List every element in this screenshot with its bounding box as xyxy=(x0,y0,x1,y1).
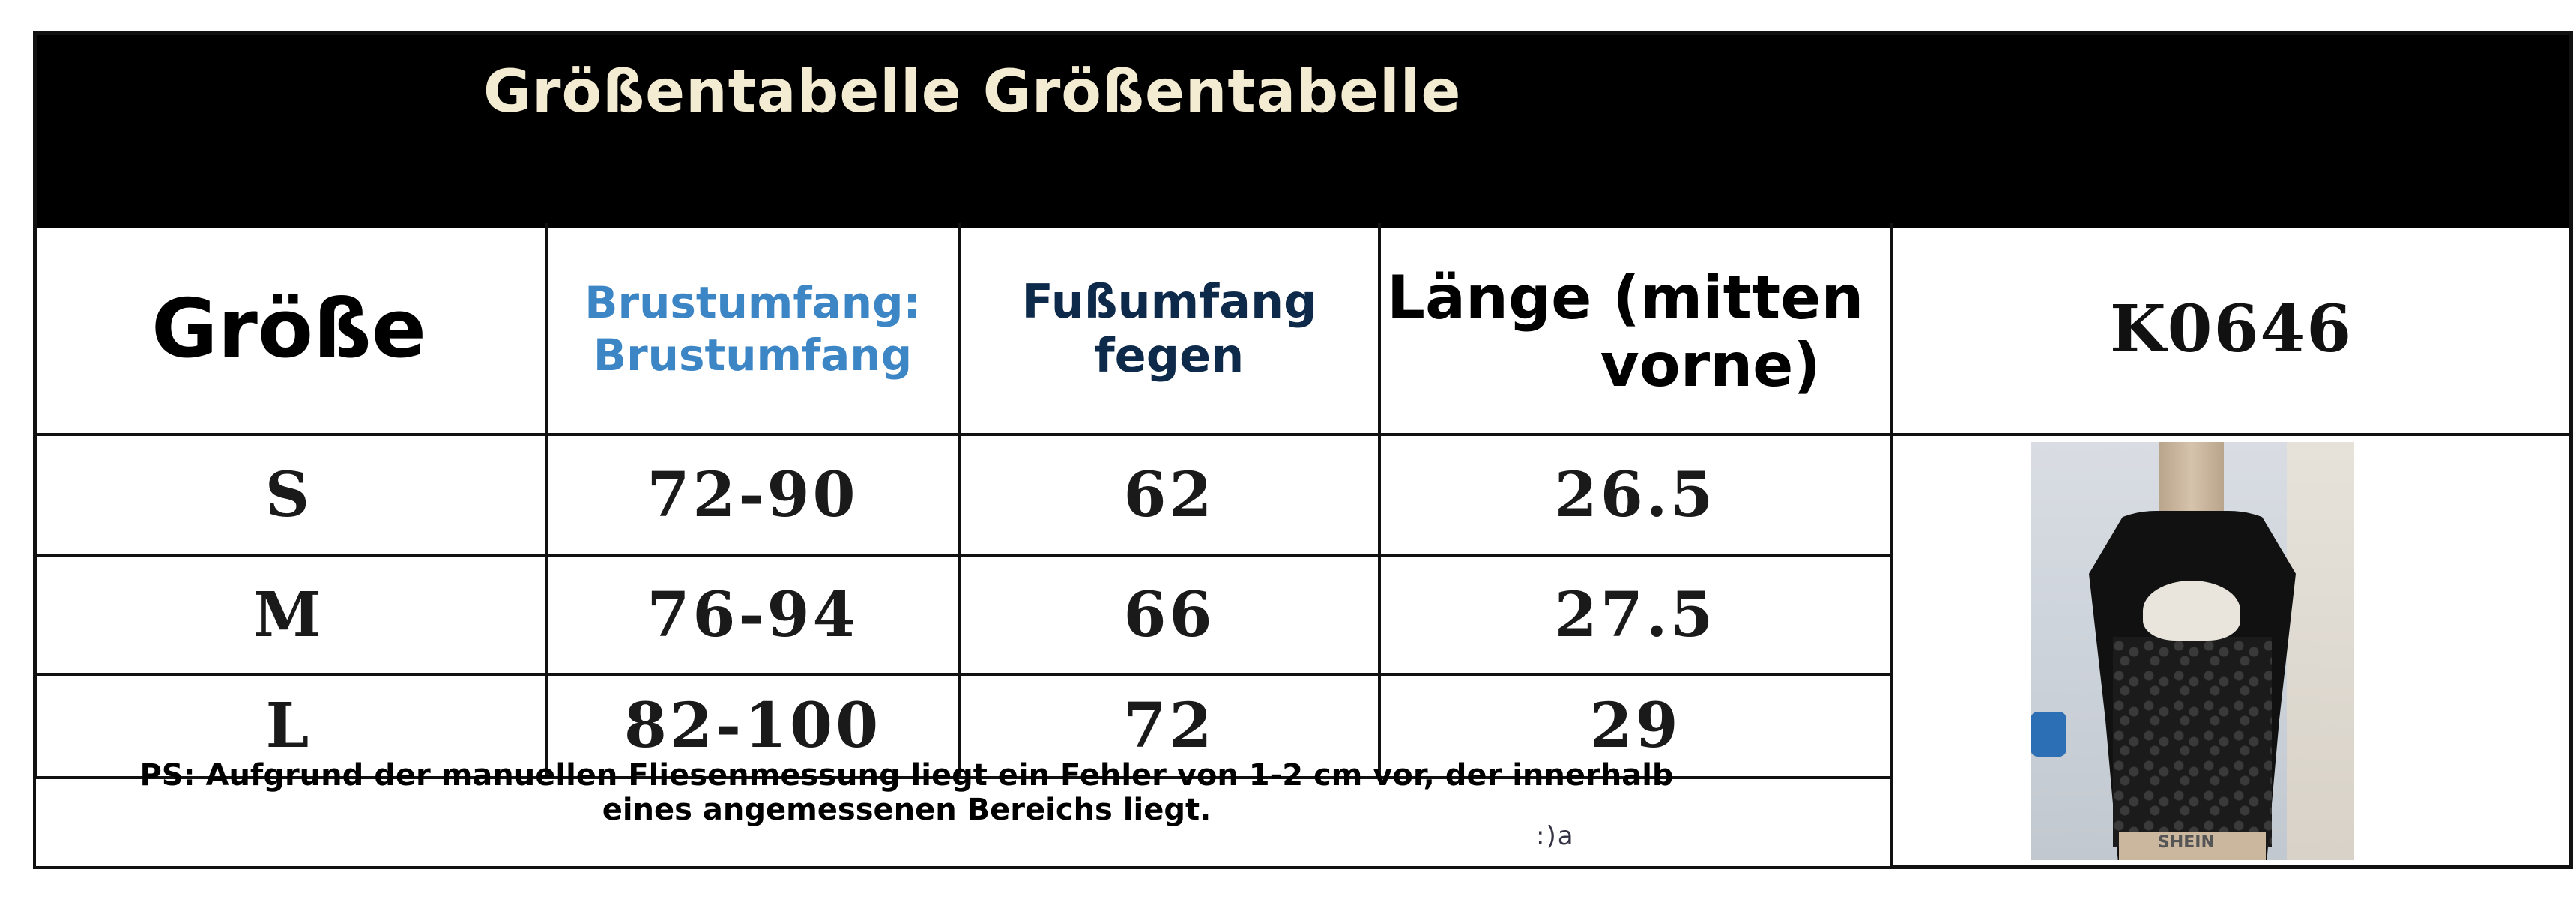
header-hem-line2: fegen xyxy=(1094,328,1245,383)
grid-line xyxy=(1378,223,1381,869)
product-photo: SHEIN xyxy=(2031,442,2354,860)
stray-mark: :)a xyxy=(1536,821,1575,851)
grid-line xyxy=(33,433,1891,436)
note-row xyxy=(36,779,1890,866)
header-chest-line1: Brustumfang: xyxy=(584,277,921,328)
row-m-size: M xyxy=(253,579,324,651)
row-s-length: 26.5 xyxy=(1554,459,1717,531)
row-m-length: 27.5 xyxy=(1554,579,1717,651)
row-s-chest: 72-90 xyxy=(647,459,859,531)
header-hem: Fußumfang fegen xyxy=(961,225,1378,433)
row-l-chest: 82-100 xyxy=(623,690,882,762)
row-l-length: 29 xyxy=(1589,690,1681,762)
row-l-size: L xyxy=(265,690,312,762)
grid-line xyxy=(33,673,1891,676)
header-chest: Brustumfang: Brustumfang xyxy=(548,225,958,433)
title-bar xyxy=(37,35,2569,228)
header-length-line1: Länge (mitten xyxy=(1387,263,1864,333)
grid-line xyxy=(1890,433,2573,436)
grid-line xyxy=(33,776,1891,779)
grid-line xyxy=(958,223,961,869)
row-s-size: S xyxy=(264,459,313,531)
header-hem-line1: Fußumfang xyxy=(1021,274,1317,329)
row-m-hem: 66 xyxy=(1123,579,1215,651)
product-code: K0646 xyxy=(2109,291,2353,367)
row-s-hem: 62 xyxy=(1123,459,1215,531)
row-m-chest: 76-94 xyxy=(647,579,859,651)
grid-line xyxy=(545,223,548,869)
photo-label: SHEIN xyxy=(2158,833,2215,852)
grid-line xyxy=(33,554,1891,557)
header-length: Länge (mitten vorne) xyxy=(1381,225,1890,433)
header-chest-line2: Brustumfang xyxy=(593,330,913,381)
grid-line xyxy=(1890,223,1893,869)
header-length-line2: vorne) xyxy=(1600,330,1821,400)
chart-title: Größentabelle Größentabelle xyxy=(483,58,1462,126)
header-size: Größe xyxy=(151,282,427,376)
measurement-note: PS: Aufgrund der manuellen Fliesenmessun… xyxy=(139,758,1674,827)
row-l-hem: 72 xyxy=(1123,690,1215,762)
